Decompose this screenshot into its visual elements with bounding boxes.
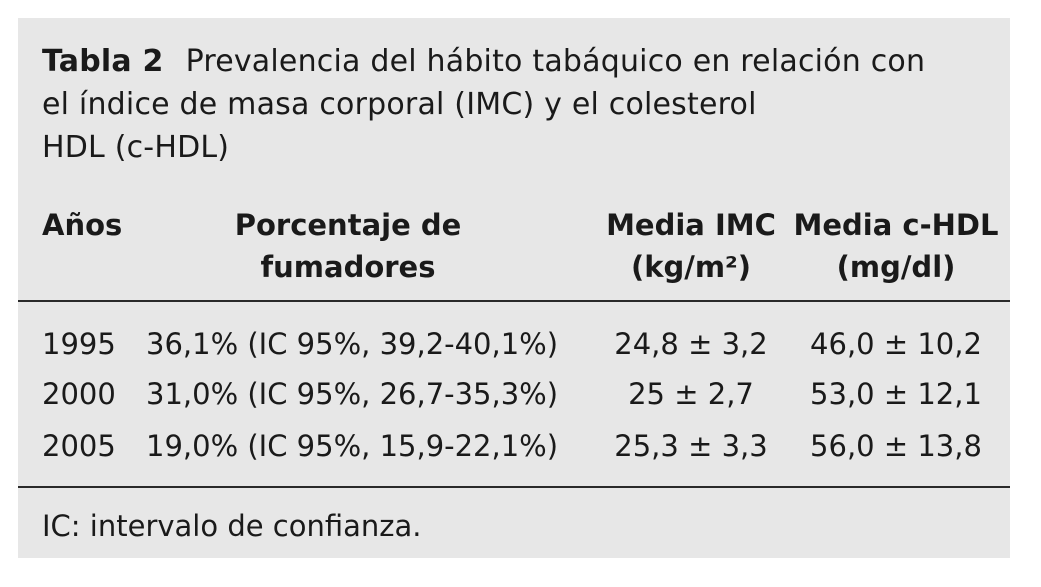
cell-smokers: 19,0% (IC 95%, 15,9-22,1%) bbox=[146, 429, 559, 463]
header-divider bbox=[18, 300, 1010, 302]
header-bmi: Media IMC (kg/m²) bbox=[602, 204, 780, 288]
cell-smokers: 31,0% (IC 95%, 26,7-35,3%) bbox=[146, 377, 559, 411]
cell-smokers: 36,1% (IC 95%, 39,2-40,1%) bbox=[146, 327, 559, 361]
header-smokers-line-2: fumadores bbox=[260, 250, 436, 284]
header-hdl-line-2: (mg/dl) bbox=[836, 250, 956, 284]
header-bmi-line-1: Media IMC bbox=[606, 208, 776, 242]
caption-text-line-1: Prevalencia del hábito tabáquico en rela… bbox=[185, 44, 926, 79]
header-bmi-line-2: (kg/m²) bbox=[630, 250, 752, 284]
cell-hdl: 46,0 ± 10,2 bbox=[810, 327, 982, 361]
header-smokers: Porcentaje de fumadores bbox=[198, 204, 498, 288]
caption-line-2: el índice de masa corporal (IMC) y el co… bbox=[42, 87, 757, 122]
cell-year: 2000 bbox=[42, 377, 116, 411]
header-smokers-line-1: Porcentaje de bbox=[234, 208, 462, 242]
cell-bmi: 24,8 ± 3,2 bbox=[614, 327, 768, 361]
table-panel: Tabla 2 Prevalencia del hábito tabáquico … bbox=[18, 18, 1010, 558]
table-label: Tabla 2 bbox=[42, 44, 164, 79]
footer-divider bbox=[18, 486, 1010, 488]
cell-bmi: 25,3 ± 3,3 bbox=[614, 429, 768, 463]
header-hdl-line-1: Media c-HDL bbox=[793, 208, 999, 242]
table-caption: Tabla 2 Prevalencia del hábito tabáquico … bbox=[42, 40, 992, 169]
cell-year: 1995 bbox=[42, 327, 116, 361]
cell-hdl: 53,0 ± 12,1 bbox=[810, 377, 982, 411]
table-footnote: IC: intervalo de confianza. bbox=[42, 509, 422, 543]
cell-year: 2005 bbox=[42, 429, 116, 463]
header-year: Años bbox=[42, 208, 123, 242]
cell-bmi: 25 ± 2,7 bbox=[628, 377, 754, 411]
caption-line-1: Tabla 2 Prevalencia del hábito tabáquico … bbox=[42, 40, 992, 83]
header-hdl: Media c-HDL (mg/dl) bbox=[790, 204, 1002, 288]
caption-line-3: HDL (c-HDL) bbox=[42, 130, 230, 165]
cell-hdl: 56,0 ± 13,8 bbox=[810, 429, 982, 463]
